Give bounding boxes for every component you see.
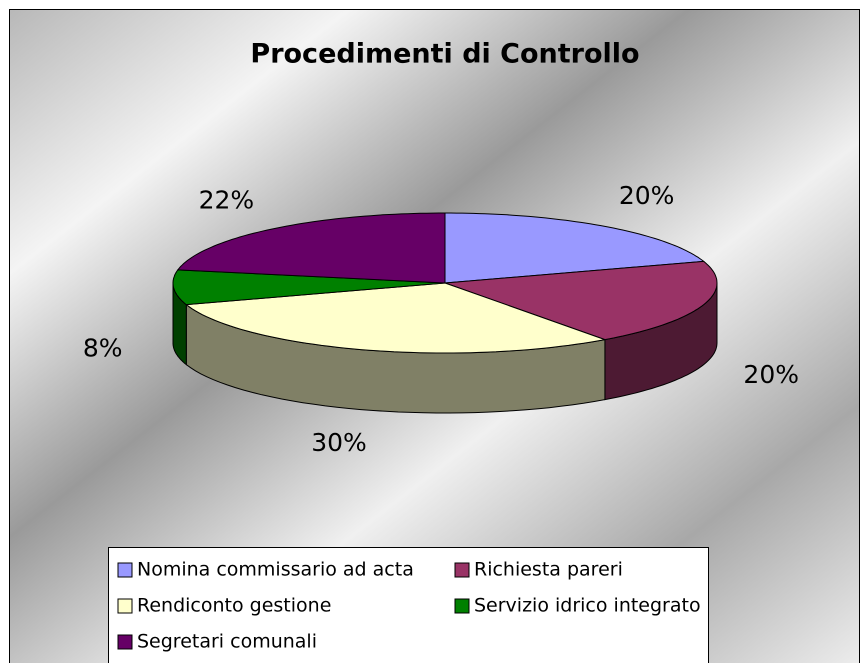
legend-label: Rendiconto gestione: [137, 595, 331, 617]
legend-swatch: [454, 562, 470, 578]
legend-label: Richiesta pareri: [474, 559, 623, 581]
legend-label: Servizio idrico integrato: [474, 595, 701, 617]
data-label: 20%: [743, 360, 799, 389]
legend-label: Nomina commissario ad acta: [137, 559, 414, 581]
legend: [108, 547, 709, 663]
legend-swatch: [117, 562, 133, 578]
data-label: 30%: [311, 428, 367, 457]
legend-swatch: [117, 634, 133, 650]
data-label: 8%: [83, 334, 123, 363]
legend-label: Segretari comunali: [137, 631, 317, 653]
data-label: 22%: [199, 185, 255, 214]
pie-slice: [444, 260, 718, 341]
chart-title: Procedimenti di Controllo: [250, 39, 639, 70]
legend-swatch: [117, 598, 133, 614]
pie-slice: [172, 269, 446, 306]
pie-slice: [176, 212, 446, 284]
legend-swatch: [454, 598, 470, 614]
pie-slice: [444, 212, 706, 284]
pie-slice: [184, 282, 607, 354]
data-label: 20%: [619, 181, 675, 210]
